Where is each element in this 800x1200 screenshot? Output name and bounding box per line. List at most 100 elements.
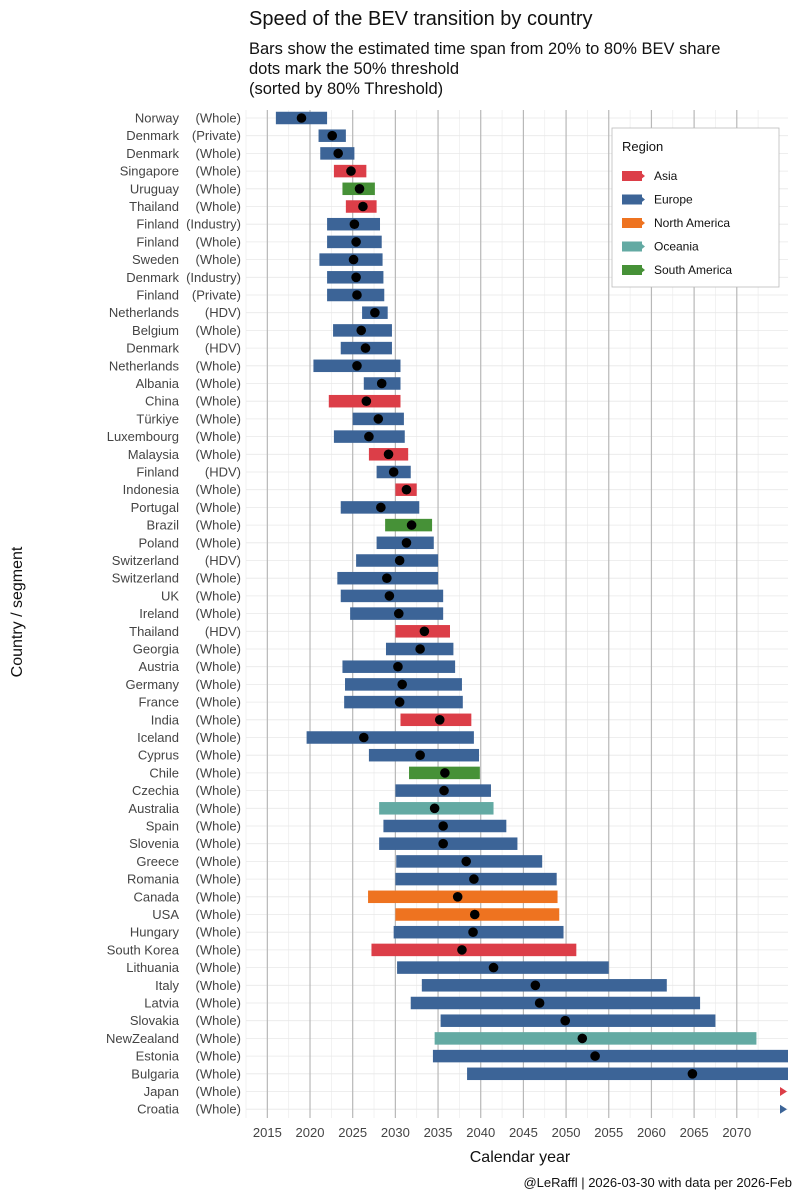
midpoint-dot [352, 290, 362, 300]
x-tick-label: 2025 [338, 1125, 367, 1140]
y-label-country: Slovenia [129, 836, 180, 851]
y-label-country: Chile [149, 765, 179, 780]
y-label-country: Japan [144, 1084, 179, 1099]
midpoint-dot [388, 467, 399, 477]
y-label-country: USA [152, 907, 179, 922]
midpoint-dot [376, 502, 386, 513]
midpoint-dot [401, 484, 412, 495]
range-bar [397, 961, 609, 974]
range-bar [368, 890, 558, 904]
y-label-country: Spain [146, 819, 179, 834]
midpoint-dot [354, 184, 365, 194]
y-label-segment: (Whole) [195, 996, 241, 1011]
y-label-country: Hungary [130, 925, 180, 940]
y-label-segment: (HDV) [205, 553, 241, 568]
y-label-country: Georgia [133, 642, 180, 657]
legend-swatch-arrow [640, 172, 645, 180]
midpoint-dot [687, 1069, 698, 1079]
midpoint-dot [383, 449, 394, 460]
y-label-country: Canada [133, 889, 179, 904]
y-label-segment: (Whole) [195, 482, 241, 497]
y-label-country: Netherlands [109, 305, 180, 320]
chart-caption: @LeRaffl | 2026-03-30 with data per 2026… [523, 1175, 792, 1190]
y-label-country: Slovakia [130, 1013, 180, 1028]
chart-subtitle-line-2: dots mark the 50% threshold [249, 60, 459, 78]
range-bar [410, 996, 701, 1010]
y-label-country: South Korea [107, 942, 180, 957]
x-tick-label: 2045 [509, 1125, 538, 1140]
y-label-segment: (Industry) [186, 217, 241, 232]
midpoint-dot [327, 130, 338, 141]
range-bar [421, 979, 667, 992]
y-label-country: Switzerland [112, 571, 179, 586]
y-label-country: Ireland [139, 606, 179, 621]
y-label-country: Latvia [144, 996, 179, 1011]
y-label-segment: (Whole) [195, 323, 241, 338]
x-tick-label: 2015 [253, 1125, 282, 1140]
midpoint-dot [360, 343, 371, 353]
y-label-segment: (Whole) [195, 836, 241, 851]
y-label-segment: (Whole) [195, 411, 241, 426]
midpoint-dot [406, 520, 417, 530]
y-label-country: Denmark [126, 128, 179, 143]
y-label-segment: (Whole) [195, 1066, 241, 1081]
y-label-segment: (Whole) [195, 500, 241, 515]
y-label-country: Malaysia [128, 447, 180, 462]
midpoint-dot [590, 1051, 600, 1061]
midpoint-dot [419, 626, 430, 637]
y-label-segment: (Whole) [195, 588, 241, 603]
y-label-segment: (HDV) [205, 624, 241, 639]
y-label-country: Czechia [132, 783, 180, 798]
y-label-country: Norway [135, 111, 180, 126]
midpoint-dot [439, 785, 449, 796]
y-label-segment: (Private) [192, 128, 241, 143]
range-bar [371, 943, 577, 957]
legend-entries: Asia Europe North America Oceania South Amer… [622, 169, 732, 277]
midpoint-dot [351, 237, 361, 247]
range-bar [432, 1049, 788, 1063]
y-label-country: Australia [128, 801, 179, 816]
open-end-arrow [780, 1087, 787, 1096]
x-tick-label: 2070 [722, 1125, 751, 1140]
y-label-segment: (HDV) [205, 305, 241, 320]
y-label-country: UK [161, 588, 179, 603]
midpoint-dot [452, 892, 463, 902]
midpoint-dot [434, 715, 445, 725]
x-tick-label: 2065 [680, 1125, 709, 1140]
y-label-segment: (Whole) [195, 642, 241, 657]
midpoint-dot [394, 697, 405, 707]
y-label-segment: (Whole) [195, 429, 241, 444]
y-label-segment: (Whole) [195, 252, 241, 267]
y-label-segment: (Whole) [195, 447, 241, 462]
midpoint-dot [373, 414, 384, 424]
midpoint-dot [469, 909, 480, 920]
y-label-country: Thailand [129, 624, 179, 639]
y-label-segment: (Whole) [195, 801, 241, 816]
y-label-segment: (Whole) [195, 164, 241, 179]
y-label-segment: (Whole) [195, 819, 241, 834]
midpoint-dot [461, 856, 472, 867]
midpoint-dot [468, 927, 478, 937]
y-label-segment: (Whole) [195, 677, 241, 692]
midpoint-dot [382, 573, 392, 583]
midpoint-dot [393, 608, 404, 619]
y-label-country: Italy [155, 978, 179, 993]
x-tick-label: 2035 [424, 1125, 453, 1140]
y-label-segment: (Whole) [195, 872, 241, 887]
range-bar [467, 1067, 788, 1081]
y-label-segment: (Whole) [195, 889, 241, 904]
midpoint-dot [361, 396, 372, 407]
legend-swatch-arrow [640, 195, 645, 204]
legend-label: North America [654, 216, 730, 230]
x-tick-label: 2030 [381, 1125, 410, 1140]
chart-subtitle-line-3: (sorted by 80% Threshold) [249, 80, 443, 98]
y-label-segment: (Whole) [195, 199, 241, 214]
y-label-segment: (Whole) [195, 783, 241, 798]
y-label-segment: (Whole) [195, 358, 241, 373]
open-end-arrow [780, 1104, 787, 1114]
y-label-segment: (Whole) [195, 730, 241, 745]
x-tick-label: 2055 [594, 1125, 623, 1140]
y-label-country: Belgium [132, 323, 179, 338]
y-label-country: Switzerland [112, 553, 179, 568]
